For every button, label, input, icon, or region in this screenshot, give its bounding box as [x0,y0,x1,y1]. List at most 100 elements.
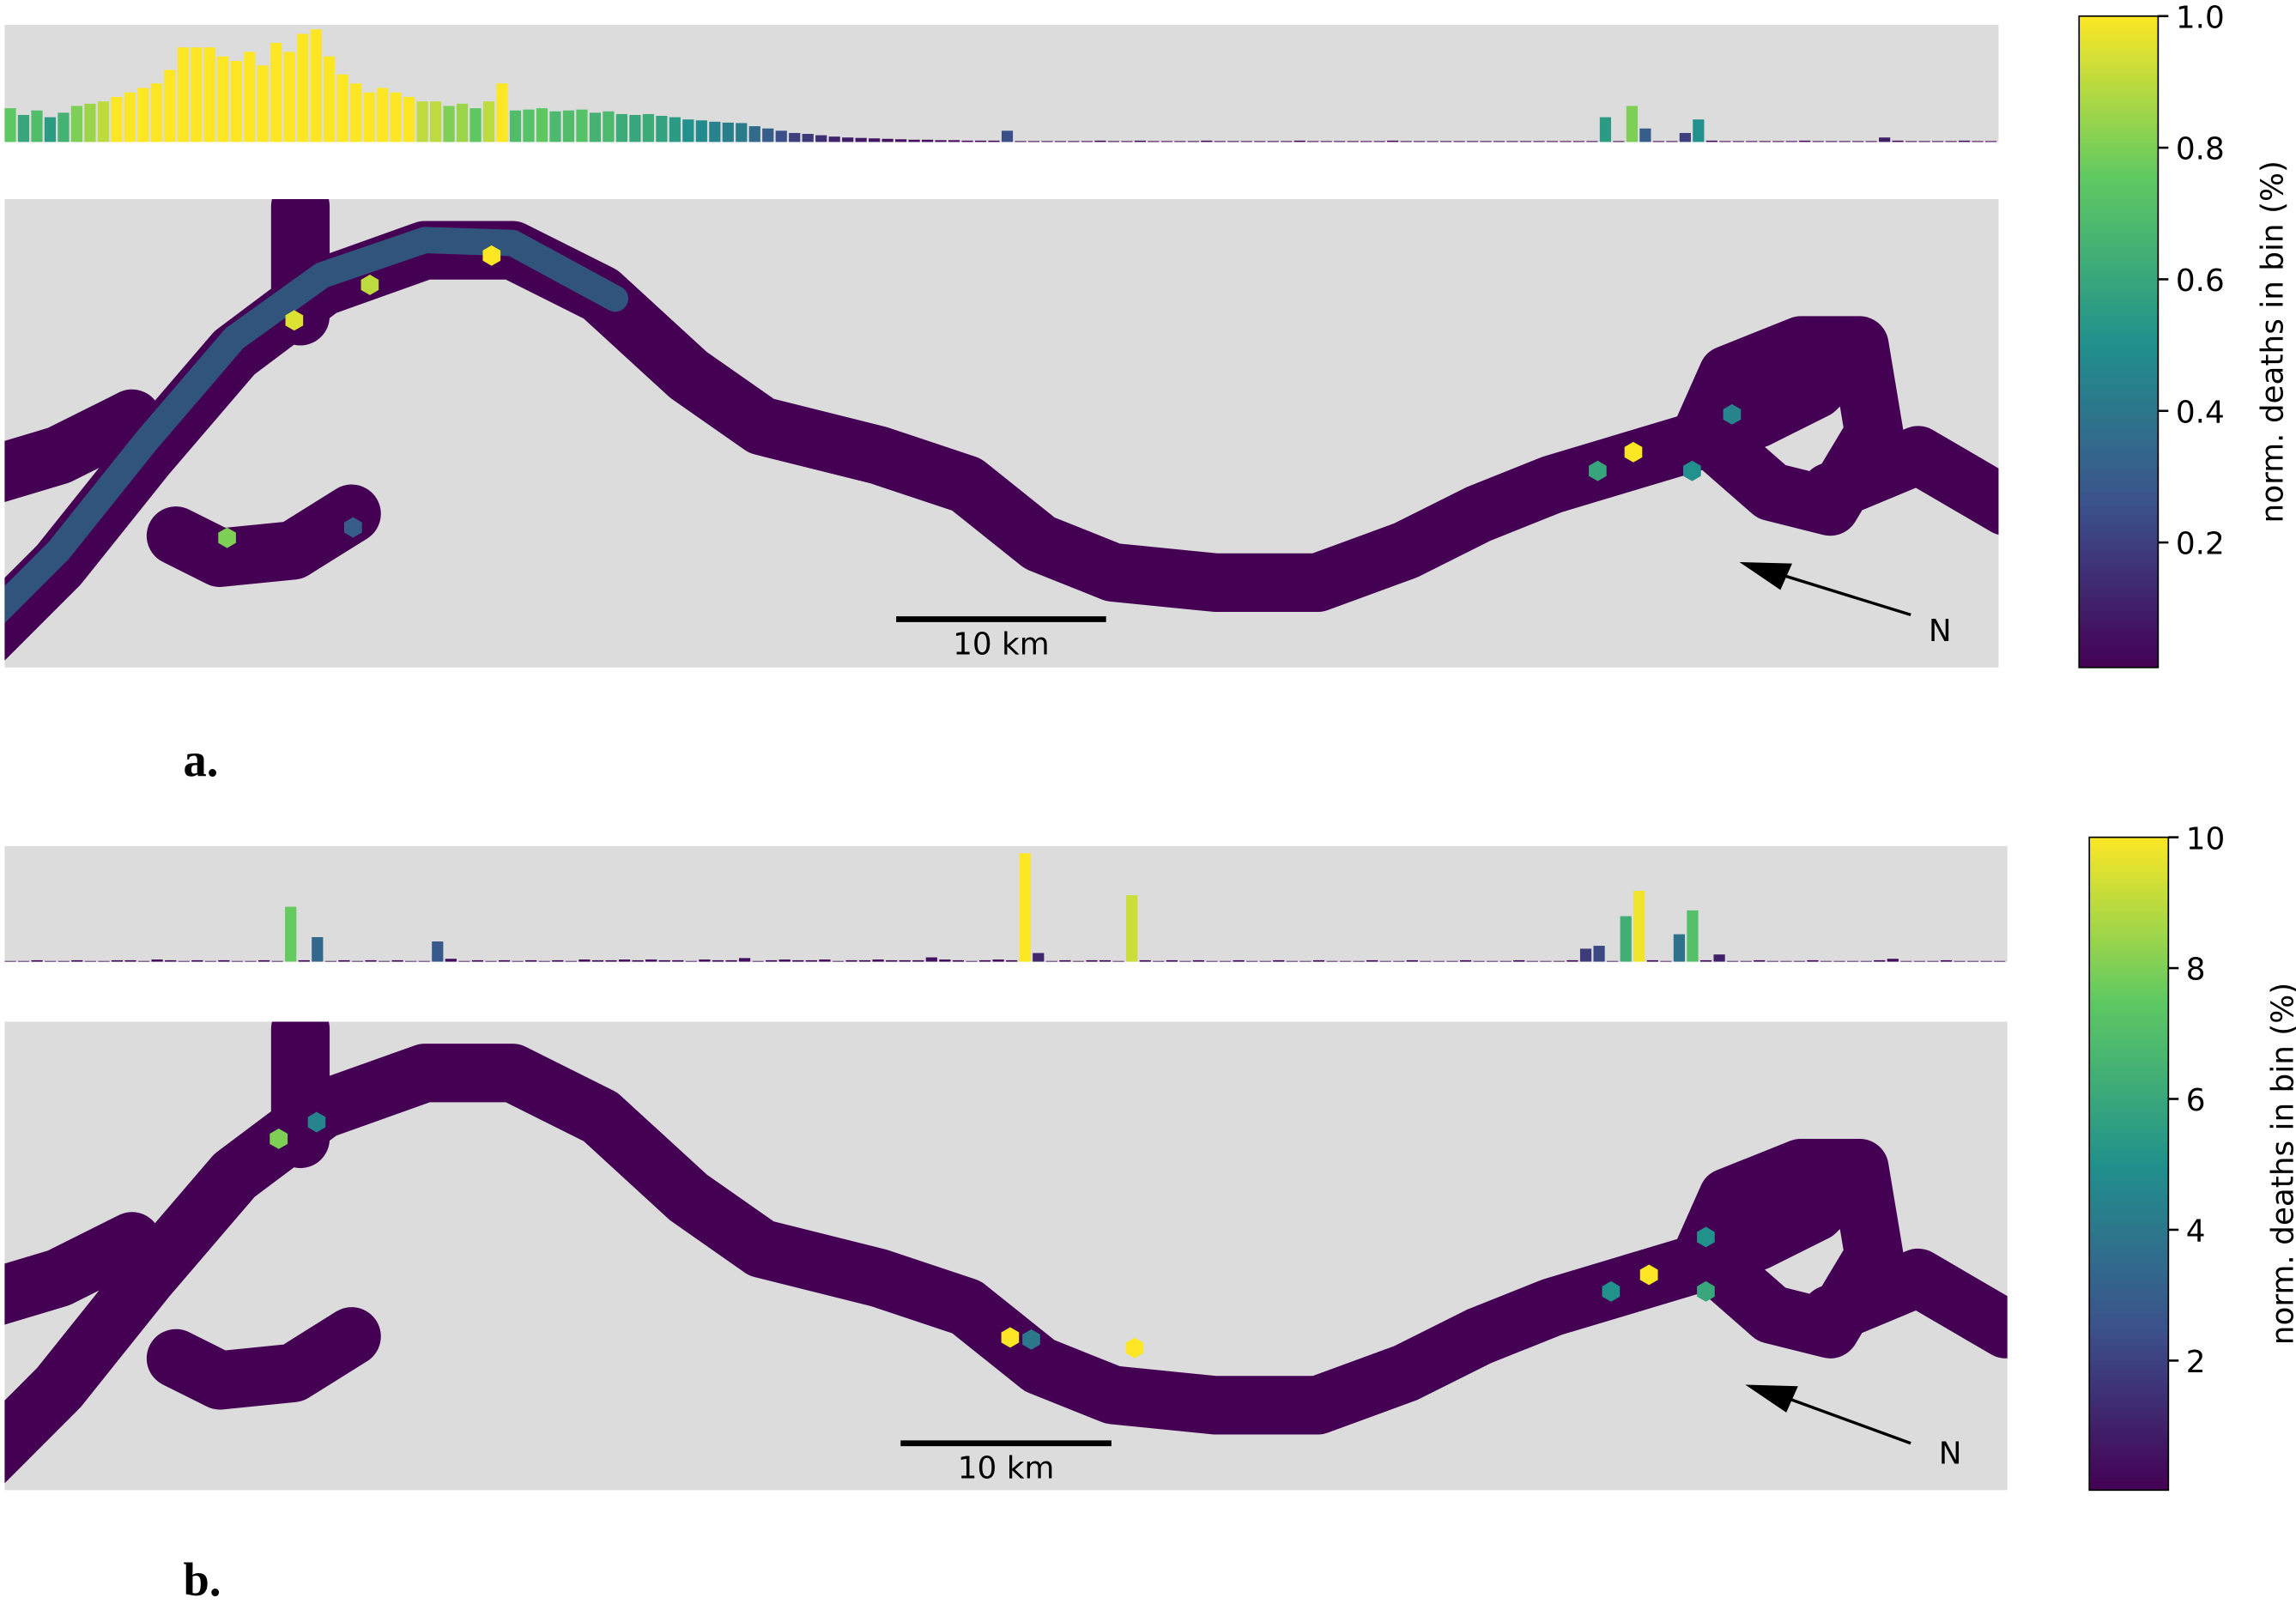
histogram-bar [390,92,402,142]
histogram-bar [469,108,482,142]
histogram-bar [1526,960,1538,962]
histogram-bar [1427,141,1439,142]
histogram-bar [752,960,764,962]
histogram-bar [1293,140,1306,142]
histogram-bar [257,65,269,142]
histogram-bar [1072,960,1085,962]
histogram-bar [1918,141,1930,142]
hex-bin [1589,460,1607,481]
histogram-bar [978,959,991,962]
histogram-bar [1406,959,1418,962]
histogram-bar [872,959,884,962]
colorbar-tick-label: 1.0 [2176,0,2225,35]
histogram-bar [1892,140,1904,142]
histogram-bar [1139,959,1151,962]
histogram-bar [191,959,203,962]
histogram-bar [1932,141,1944,142]
histogram-bar [1273,959,1285,962]
histogram-bar [709,121,721,142]
histogram-bar [1459,959,1472,962]
histogram-bar [832,960,845,962]
histogram-bar [805,959,817,962]
histogram-bar [111,959,124,962]
histogram-bar [1094,140,1106,142]
histogram-bar [819,959,831,962]
histogram-bar [496,83,508,142]
histogram-bar [1820,960,1833,962]
histogram-bar [150,83,162,142]
histogram-bar [336,74,348,142]
histogram-bar [1192,959,1205,962]
histogram-bar [699,959,711,962]
histogram-bar [762,128,774,142]
histogram-bar [1927,960,1939,962]
histogram-bar [748,126,760,142]
histogram-bar [1187,141,1199,142]
histogram-bar [1579,948,1592,962]
histogram-bar [536,108,548,142]
histogram-bar [682,119,694,142]
histogram-bar [1400,141,1412,142]
histogram-bar [1373,141,1385,142]
histogram-bar [1493,141,1505,142]
histogram-bar [178,960,190,962]
histogram-bar [738,958,751,962]
histogram-bar [17,960,30,962]
histogram-bar [576,109,588,142]
histogram-bar [1879,137,1891,142]
histogram-bar [1054,141,1067,142]
colorbar-tick-label: 2 [2186,1345,2206,1380]
north-arrowhead [1745,1384,1798,1413]
panel-label: a. [183,734,218,786]
histogram-bar [1847,960,1859,962]
histogram-bar [1414,141,1426,142]
histogram-bar [1446,960,1458,962]
histogram-bar [1506,141,1518,142]
histogram-bar [1572,141,1585,142]
histogram-bar [1134,140,1146,142]
histogram-bar [605,959,617,962]
histogram-bar [285,906,297,962]
colorbar-label: norm. deaths in bin (%) [2255,160,2290,523]
histogram-bar [725,959,737,962]
histogram-bar [712,959,724,962]
histogram-bar [432,941,444,962]
histogram-bar [792,959,804,962]
histogram-bar [1254,141,1266,142]
histogram-bar [869,138,881,142]
histogram-bar [1267,141,1279,142]
histogram-bar [1148,141,1160,142]
histogram-bar [939,959,951,962]
histogram-bar [1533,141,1545,142]
histogram-bar [815,135,827,142]
histogram-bar [1566,959,1578,962]
histogram-bar [845,959,857,962]
hex-bin [1624,441,1643,463]
histogram-bar [245,960,257,962]
histogram-bar [1732,141,1744,142]
histogram-bar [1693,119,1705,142]
histogram-bar [685,960,697,962]
histogram-bar [1785,141,1797,142]
north-arrow [1773,1392,1911,1445]
hex-bin [285,310,304,331]
histogram-bar [1240,141,1252,142]
histogram-bar [31,959,43,962]
histogram-bar [656,116,668,142]
histogram-bar [1001,130,1014,142]
histogram-bar [217,56,229,142]
histogram-bar [471,959,484,962]
histogram-bar [672,959,684,962]
histogram-background [4,845,2008,962]
histogram-bar [1166,959,1178,962]
histogram-bar [1740,960,1752,962]
histogram-bar [405,960,417,962]
hex-bin [218,527,236,548]
histogram-background [4,24,1999,142]
hex-bin [307,1111,326,1133]
hex-bin [482,245,501,266]
histogram-bar [44,117,57,142]
histogram-bar [1068,141,1080,142]
histogram-bar [1652,141,1664,142]
histogram-bar [591,959,604,962]
